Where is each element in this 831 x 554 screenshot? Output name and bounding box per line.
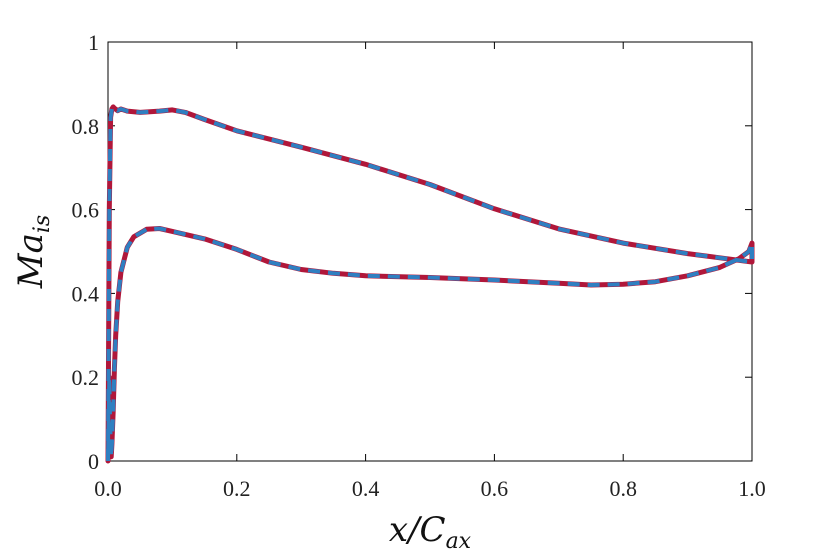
series-line-0 bbox=[105, 104, 755, 464]
x-tick-label: 0.4 bbox=[352, 476, 380, 501]
series-line-1 bbox=[106, 104, 754, 462]
x-tick-label: 0.2 bbox=[223, 476, 251, 501]
x-axis-label-main: x/C bbox=[389, 510, 446, 550]
x-tick-label: 0.6 bbox=[481, 476, 509, 501]
x-tick-label: 1.0 bbox=[738, 476, 766, 501]
x-tick-label: 0.0 bbox=[94, 476, 122, 501]
y-tick-label: 1 bbox=[88, 30, 99, 55]
y-axis-label-main: Ma bbox=[11, 233, 51, 289]
y-tick-label: 0.4 bbox=[72, 281, 100, 306]
y-axis-label: Mais bbox=[11, 215, 55, 289]
y-tick-label: 0.6 bbox=[72, 198, 100, 223]
y-tick-label: 0.8 bbox=[72, 114, 100, 139]
x-axis-label: x/Cax bbox=[389, 510, 472, 554]
y-axis-label-sub: is bbox=[30, 215, 55, 233]
y-tick-label: 0 bbox=[88, 449, 99, 474]
x-tick-label: 0.8 bbox=[609, 476, 637, 501]
x-axis-label-sub: ax bbox=[446, 529, 472, 554]
plot-frame bbox=[107, 41, 753, 462]
y-tick-label: 0.2 bbox=[72, 365, 100, 390]
